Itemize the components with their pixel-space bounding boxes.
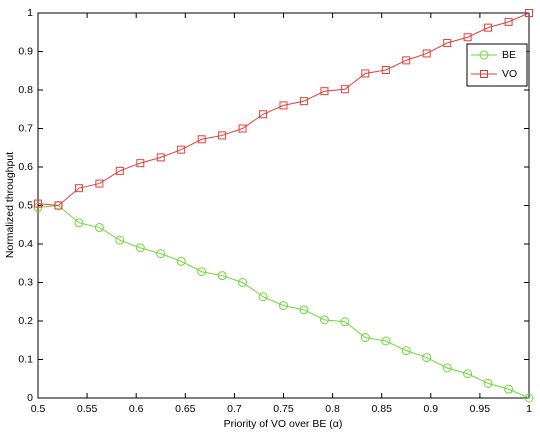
marker [299, 97, 308, 106]
marker [299, 305, 309, 315]
marker [442, 363, 452, 373]
marker [156, 153, 165, 162]
x-tick-label: 0.8 [325, 403, 340, 415]
x-tick-label: 0.75 [273, 403, 294, 415]
y-tick-label: 0.4 [18, 238, 33, 250]
marker [258, 292, 268, 302]
y-tick-label: 0.8 [18, 84, 33, 96]
marker [381, 336, 391, 346]
y-tick-label: 0.3 [18, 276, 33, 288]
y-tick-label: 0.1 [18, 353, 33, 365]
marker [238, 278, 248, 287]
marker [217, 271, 227, 281]
marker [483, 378, 493, 388]
y-tick-label: 0.7 [18, 122, 33, 134]
legend: BE VO [466, 43, 528, 87]
x-tick-label: 0.85 [371, 403, 392, 415]
x-axis-label: Priority of VO over BE (α) [224, 418, 343, 430]
legend-marker [480, 70, 488, 78]
marker [197, 267, 207, 277]
marker [259, 110, 268, 119]
plot-area [37, 12, 530, 399]
marker [94, 222, 104, 232]
marker [136, 159, 145, 168]
y-tick-label: 1 [27, 7, 33, 19]
marker [95, 179, 104, 188]
marker [401, 346, 411, 356]
legend-marker [479, 50, 489, 60]
marker [279, 101, 288, 110]
marker [443, 39, 452, 48]
marker [360, 333, 370, 343]
y-axis-label: Normalized throughput [4, 152, 16, 258]
marker [115, 166, 124, 175]
x-tick-label: 0.55 [77, 403, 98, 415]
marker [320, 87, 329, 96]
marker [197, 135, 206, 144]
marker [504, 17, 513, 26]
marker [218, 131, 227, 140]
marker [484, 23, 493, 32]
legend-box [466, 43, 528, 87]
y-tick-label: 0.6 [18, 161, 33, 173]
marker [340, 85, 349, 94]
marker [54, 201, 63, 210]
marker [524, 393, 534, 403]
x-tick-label: 0.7 [227, 403, 242, 415]
x-tick-label: 0.5 [31, 403, 46, 415]
legend-label: BE [502, 49, 516, 61]
x-tick-label: 0.9 [423, 403, 438, 415]
marker [238, 124, 247, 133]
marker [463, 33, 472, 42]
marker [340, 317, 350, 327]
marker [135, 243, 145, 253]
marker [74, 184, 83, 193]
marker [381, 65, 390, 74]
marker [156, 249, 166, 259]
marker [115, 235, 125, 245]
legend-label: VO [502, 68, 517, 80]
y-tick-label: 0.2 [18, 315, 33, 327]
marker [74, 218, 84, 228]
series-line [37, 204, 530, 399]
series-line [37, 12, 530, 207]
x-tick-label: 0.95 [470, 403, 491, 415]
marker [422, 353, 432, 363]
y-tick-label: 0.9 [18, 45, 33, 57]
x-tick-label: 0.6 [129, 403, 144, 415]
y-tick-label: 0.5 [18, 199, 33, 211]
x-tick-label: 0.65 [175, 403, 196, 415]
marker [463, 369, 473, 379]
marker [361, 69, 370, 78]
marker [504, 384, 514, 394]
marker [279, 301, 288, 311]
marker [319, 315, 329, 325]
marker [176, 256, 186, 266]
x-tick-label: 1 [526, 403, 532, 415]
marker [402, 56, 411, 65]
marker [177, 145, 186, 154]
y-tick-label: 0 [27, 392, 33, 404]
marker [34, 199, 42, 208]
marker [422, 49, 431, 58]
marker [525, 9, 533, 17]
